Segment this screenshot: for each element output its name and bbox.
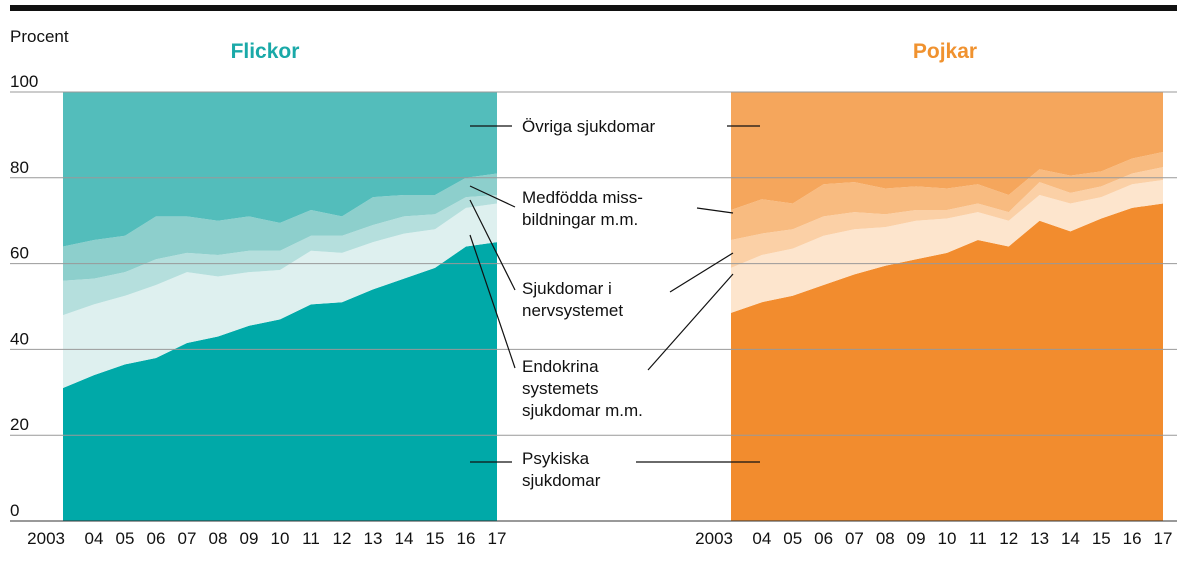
x-tick-label: 10 [271, 529, 290, 548]
grid [10, 91, 1177, 522]
y-tick-label: 40 [10, 329, 29, 348]
x-tick-label: 05 [783, 529, 802, 548]
x-tick-label: 15 [1092, 529, 1111, 548]
legend-label: Psykiska sjukdomar [522, 449, 601, 490]
x-tick-label: 11 [969, 529, 987, 548]
x-tick-label: 2003 [695, 529, 733, 548]
x-tick-label: 13 [1030, 529, 1049, 548]
y-tick-label: 60 [10, 244, 29, 263]
y-tick-label: 80 [10, 158, 29, 177]
panel-title: Flickor [231, 40, 300, 63]
x-tick-label: 06 [147, 529, 166, 548]
x-tick-label: 14 [395, 529, 414, 548]
area [63, 194, 497, 316]
area [63, 92, 497, 247]
leader [469, 185, 516, 208]
x-tick-label: 12 [333, 529, 352, 548]
area [731, 152, 1163, 241]
x-tick-label: 04 [752, 529, 771, 548]
x-tick-label: 16 [1123, 529, 1142, 548]
area [63, 203, 497, 389]
x-tick-label: 13 [364, 529, 383, 548]
x-tick-label: 04 [85, 529, 104, 548]
leader [469, 234, 516, 369]
leader [469, 199, 516, 291]
x-tick-label: 11 [302, 529, 320, 548]
area [731, 167, 1163, 268]
leader [696, 207, 734, 214]
y-tick-label: 20 [10, 415, 29, 434]
area [63, 173, 497, 281]
area [731, 92, 1163, 210]
x-tick-label: 16 [457, 529, 476, 548]
y-tick-label: 100 [10, 72, 38, 91]
leader [669, 252, 734, 293]
x-tick-label: 06 [814, 529, 833, 548]
x-tick-label: 17 [1154, 529, 1173, 548]
x-tick-label: 09 [240, 529, 259, 548]
x-tick-label: 05 [116, 529, 135, 548]
x-tick-label: 15 [426, 529, 445, 548]
y-tick-label: 0 [10, 501, 19, 520]
x-tick-label: 08 [209, 529, 228, 548]
legend-label: Övriga sjukdomar [522, 117, 656, 136]
y-axis-label: Procent [10, 27, 69, 46]
top-rule [10, 5, 1177, 11]
panel-title: Pojkar [913, 40, 977, 63]
x-tick-label: 08 [876, 529, 895, 548]
legend-label: Sjukdomar i nervsystemet [522, 279, 623, 320]
x-tick-label: 07 [178, 529, 197, 548]
area [731, 179, 1163, 313]
legend-label: Medfödda miss-bildningar m.m. [522, 188, 643, 229]
x-tick-label: 14 [1061, 529, 1080, 548]
x-tick-label: 12 [999, 529, 1018, 548]
leader-lines [469, 125, 760, 463]
x-tick-label: 10 [938, 529, 957, 548]
area [63, 242, 497, 521]
x-tick-label: 09 [907, 529, 926, 548]
areas [63, 92, 1163, 522]
x-tick-label: 2003 [27, 529, 65, 548]
legend-label: Endokrina systemets sjukdomar m.m. [522, 357, 643, 420]
x-tick-label: 07 [845, 529, 864, 548]
x-tick-label: 17 [488, 529, 507, 548]
leader [647, 273, 734, 371]
area [731, 203, 1163, 522]
